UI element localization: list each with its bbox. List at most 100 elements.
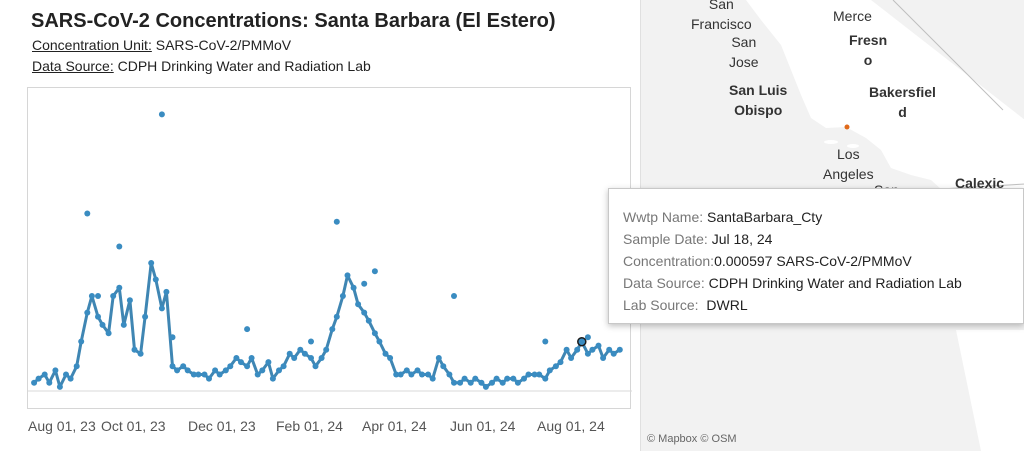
data-point[interactable]: [126, 297, 133, 304]
data-point[interactable]: [195, 371, 202, 378]
data-point[interactable]: [276, 367, 282, 374]
data-point[interactable]: [56, 383, 63, 390]
data-point[interactable]: [382, 350, 389, 357]
data-point[interactable]: [504, 375, 511, 382]
data-point[interactable]: [163, 288, 170, 295]
data-point[interactable]: [472, 375, 479, 382]
data-point[interactable]: [329, 326, 336, 333]
data-point[interactable]: [84, 309, 91, 316]
data-point[interactable]: [148, 260, 155, 266]
data-point[interactable]: [95, 313, 101, 320]
data-point[interactable]: [489, 379, 495, 386]
data-point[interactable]: [180, 363, 187, 370]
data-point[interactable]: [440, 363, 447, 370]
data-point[interactable]: [142, 313, 149, 320]
data-point-outlier[interactable]: [84, 210, 91, 217]
data-point[interactable]: [451, 379, 457, 386]
data-point[interactable]: [482, 383, 489, 390]
data-point[interactable]: [116, 284, 123, 291]
data-point[interactable]: [344, 272, 351, 279]
data-point[interactable]: [201, 371, 208, 378]
data-point[interactable]: [499, 379, 506, 386]
data-point[interactable]: [397, 371, 404, 378]
data-point[interactable]: [355, 301, 362, 308]
data-point[interactable]: [152, 276, 159, 283]
santa-barbara-marker[interactable]: [844, 124, 850, 130]
data-point[interactable]: [105, 330, 112, 337]
data-point[interactable]: [301, 350, 308, 357]
data-point[interactable]: [212, 367, 219, 374]
data-point[interactable]: [408, 371, 415, 378]
data-point[interactable]: [244, 363, 251, 370]
data-point[interactable]: [616, 346, 623, 353]
data-point-outlier[interactable]: [95, 293, 101, 299]
data-point-outlier[interactable]: [308, 338, 314, 345]
data-point[interactable]: [323, 346, 330, 353]
data-point[interactable]: [35, 375, 42, 382]
data-point[interactable]: [546, 367, 553, 374]
data-point-outlier[interactable]: [116, 243, 123, 250]
data-point[interactable]: [120, 321, 127, 328]
data-point[interactable]: [88, 293, 95, 299]
data-point[interactable]: [206, 375, 212, 382]
data-point[interactable]: [574, 346, 581, 353]
data-point[interactable]: [333, 313, 340, 320]
data-point[interactable]: [41, 371, 48, 378]
data-point[interactable]: [297, 346, 304, 353]
data-point[interactable]: [350, 284, 357, 291]
data-point[interactable]: [184, 367, 191, 374]
data-point[interactable]: [174, 367, 181, 374]
data-point[interactable]: [521, 375, 527, 382]
chart-panel[interactable]: [27, 87, 632, 410]
data-point[interactable]: [467, 379, 474, 386]
data-point[interactable]: [361, 309, 368, 316]
data-point[interactable]: [216, 371, 223, 378]
data-point[interactable]: [457, 379, 464, 386]
data-point[interactable]: [419, 371, 425, 378]
data-point[interactable]: [446, 371, 453, 378]
data-point[interactable]: [563, 346, 570, 353]
chart-plot[interactable]: [28, 88, 632, 410]
data-point[interactable]: [291, 355, 298, 361]
data-point[interactable]: [568, 355, 575, 361]
data-point[interactable]: [169, 363, 176, 370]
data-point-outlier[interactable]: [158, 111, 165, 118]
data-point[interactable]: [238, 359, 244, 366]
data-point[interactable]: [493, 375, 500, 382]
data-point[interactable]: [589, 346, 596, 353]
data-point[interactable]: [99, 321, 106, 328]
data-point[interactable]: [414, 367, 421, 374]
data-point-outlier[interactable]: [169, 334, 176, 341]
data-point-outlier[interactable]: [451, 293, 457, 299]
data-point[interactable]: [73, 363, 80, 370]
data-point[interactable]: [259, 367, 266, 374]
data-point[interactable]: [387, 355, 394, 361]
data-point[interactable]: [600, 355, 607, 361]
data-point-outlier[interactable]: [371, 268, 378, 275]
data-point[interactable]: [254, 371, 261, 378]
data-point[interactable]: [78, 338, 85, 345]
data-point[interactable]: [536, 371, 543, 378]
data-point[interactable]: [461, 375, 468, 382]
data-point[interactable]: [318, 355, 325, 361]
data-point-outlier[interactable]: [542, 338, 549, 345]
map-attribution[interactable]: © Mapbox © OSM: [647, 433, 737, 445]
data-point[interactable]: [376, 338, 383, 345]
data-point[interactable]: [425, 371, 432, 378]
highlighted-data-point[interactable]: [577, 336, 587, 347]
data-point[interactable]: [429, 375, 436, 382]
data-point[interactable]: [531, 371, 538, 378]
data-point[interactable]: [110, 293, 117, 299]
data-point[interactable]: [233, 355, 240, 361]
data-point[interactable]: [269, 375, 276, 382]
data-point[interactable]: [610, 350, 617, 357]
data-point[interactable]: [557, 359, 564, 366]
data-point[interactable]: [542, 375, 549, 382]
data-point[interactable]: [435, 355, 442, 361]
data-point[interactable]: [286, 350, 293, 357]
data-point[interactable]: [158, 305, 165, 312]
data-point[interactable]: [595, 342, 602, 349]
data-point[interactable]: [393, 371, 400, 378]
data-point[interactable]: [514, 379, 521, 386]
data-point[interactable]: [131, 346, 138, 353]
